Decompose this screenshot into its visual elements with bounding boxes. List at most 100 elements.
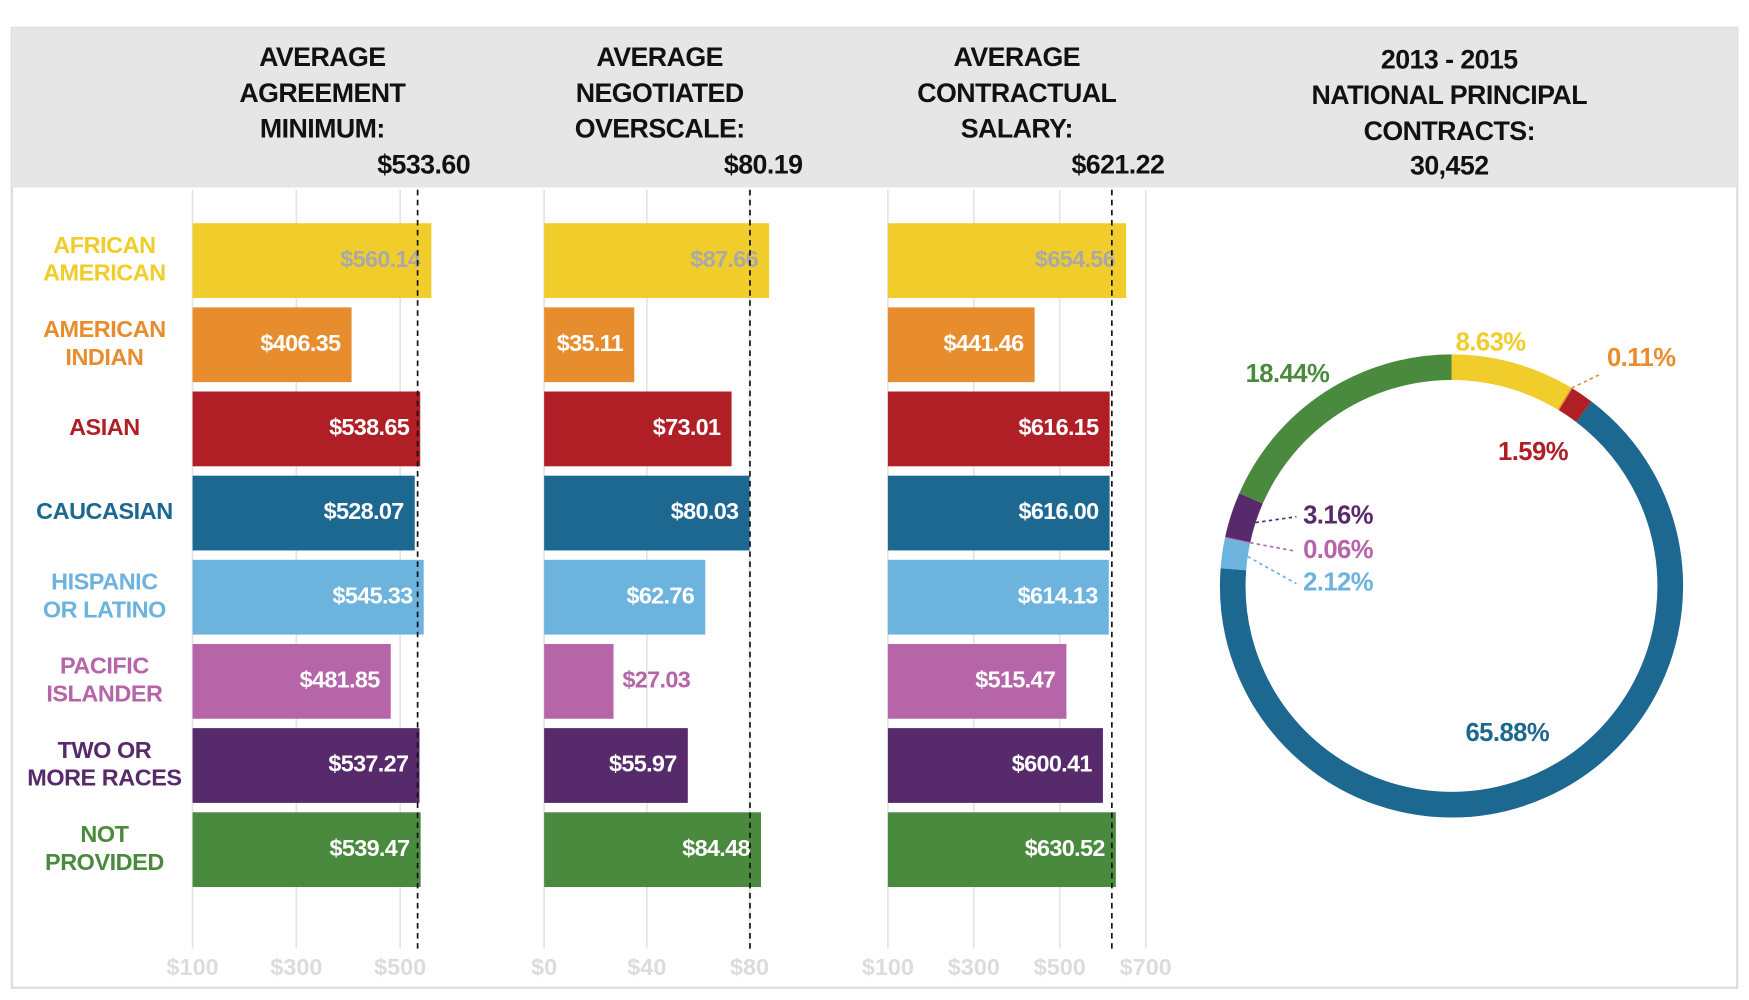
bar <box>544 391 732 467</box>
value-label: $481.85 <box>300 667 381 693</box>
reference-label: $80.19 <box>724 149 803 179</box>
chart-title: NATIONAL PRINCIPAL <box>1312 80 1588 110</box>
value-label: $630.52 <box>1025 835 1106 861</box>
bar <box>544 643 614 719</box>
x-tick-label: $40 <box>627 954 666 980</box>
chart-title: NEGOTIATED <box>576 78 744 108</box>
value-label: 2.12% <box>1303 568 1374 596</box>
leader-line <box>1255 515 1297 524</box>
donut-segment <box>1220 537 1251 571</box>
leader-line <box>1250 541 1297 553</box>
donut-segment <box>1225 493 1263 543</box>
leader-line <box>1571 374 1600 389</box>
value-label: $537.27 <box>328 751 408 777</box>
x-tick-label: $300 <box>270 954 322 980</box>
bar <box>544 812 761 888</box>
donut-segment <box>1451 354 1572 410</box>
bar <box>887 728 1103 803</box>
value-label: $35.11 <box>557 330 624 356</box>
category-label: PACIFIC <box>60 653 149 679</box>
bar <box>887 812 1116 888</box>
chart-title: CONTRACTS: <box>1364 116 1535 146</box>
donut-segment <box>1557 387 1573 411</box>
bar <box>192 223 432 298</box>
header-band <box>11 27 1738 188</box>
category-label: TWO OR <box>58 737 152 763</box>
leader-line <box>1247 555 1297 585</box>
value-label: 1.59% <box>1498 438 1569 466</box>
chart-title: OVERSCALE: <box>575 114 745 144</box>
value-label: $600.41 <box>1012 751 1093 777</box>
value-label: $539.47 <box>330 835 410 861</box>
chart-title: AVERAGE <box>596 42 722 72</box>
value-label: $80.03 <box>671 498 739 524</box>
x-tick-label: $100 <box>167 954 219 980</box>
donut-segment <box>1239 354 1452 504</box>
category-label: ISLANDER <box>46 680 163 706</box>
chart-title: AGREEMENT <box>239 78 406 108</box>
category-label: AMERICAN <box>43 260 166 286</box>
chart-title: SALARY: <box>961 114 1073 144</box>
bar <box>544 475 750 551</box>
value-label: $545.33 <box>333 582 414 608</box>
x-tick-label: $700 <box>1120 954 1172 980</box>
value-label: $62.76 <box>626 582 694 608</box>
category-label: NOT <box>80 821 129 847</box>
bar <box>887 391 1110 467</box>
value-label: 3.16% <box>1303 502 1374 530</box>
bar <box>887 307 1035 383</box>
bar <box>192 643 391 719</box>
bar <box>192 307 352 383</box>
category-label: AFRICAN <box>53 232 155 258</box>
bar <box>887 643 1067 719</box>
chart-title: 2013 - 2015 <box>1381 44 1518 74</box>
bar <box>192 475 415 551</box>
bar <box>192 812 421 888</box>
category-label: MORE RACES <box>27 765 181 791</box>
bar <box>544 307 635 383</box>
x-tick-label: $500 <box>374 954 426 980</box>
value-label: $616.15 <box>1019 414 1100 440</box>
value-label: $515.47 <box>975 667 1055 693</box>
value-label: 8.63% <box>1456 329 1527 357</box>
category-label: INDIAN <box>65 344 143 370</box>
bar <box>887 475 1110 551</box>
value-label: 0.11% <box>1607 344 1676 372</box>
x-tick-label: $100 <box>862 954 914 980</box>
x-tick-label: $500 <box>1034 954 1086 980</box>
bar <box>192 391 421 467</box>
bar <box>192 559 424 635</box>
value-label: $87.66 <box>690 246 758 272</box>
donut-segment <box>1219 401 1684 818</box>
bar <box>192 728 420 803</box>
chart-title: MINIMUM: <box>260 114 385 144</box>
value-label: $528.07 <box>324 498 404 524</box>
value-label: $538.65 <box>329 414 410 440</box>
bar <box>887 223 1127 298</box>
value-label: $441.46 <box>943 330 1024 356</box>
chart-title: AVERAGE <box>259 42 385 72</box>
category-label: HISPANIC <box>51 568 158 594</box>
reference-label: $621.22 <box>1071 149 1164 179</box>
value-label: $654.56 <box>1035 246 1116 272</box>
reference-label: $533.60 <box>377 149 470 179</box>
value-label: 65.88% <box>1465 719 1549 747</box>
donut-segment <box>1558 388 1592 422</box>
value-label: 18.44% <box>1246 360 1330 388</box>
value-label: $55.97 <box>609 751 677 777</box>
value-label: $616.00 <box>1018 498 1099 524</box>
value-label: $614.13 <box>1018 582 1099 608</box>
category-label: ASIAN <box>69 414 140 440</box>
value-label: $73.01 <box>653 414 721 440</box>
value-label: $560.14 <box>340 246 421 272</box>
bar <box>887 559 1109 635</box>
chart-title: AVERAGE <box>954 42 1080 72</box>
x-tick-label: $80 <box>730 954 769 980</box>
bar <box>544 223 770 298</box>
chart-title: CONTRACTUAL <box>917 78 1116 108</box>
category-label: CAUCASIAN <box>36 498 173 524</box>
category-label: AMERICAN <box>43 316 166 342</box>
value-label: $27.03 <box>622 667 690 693</box>
